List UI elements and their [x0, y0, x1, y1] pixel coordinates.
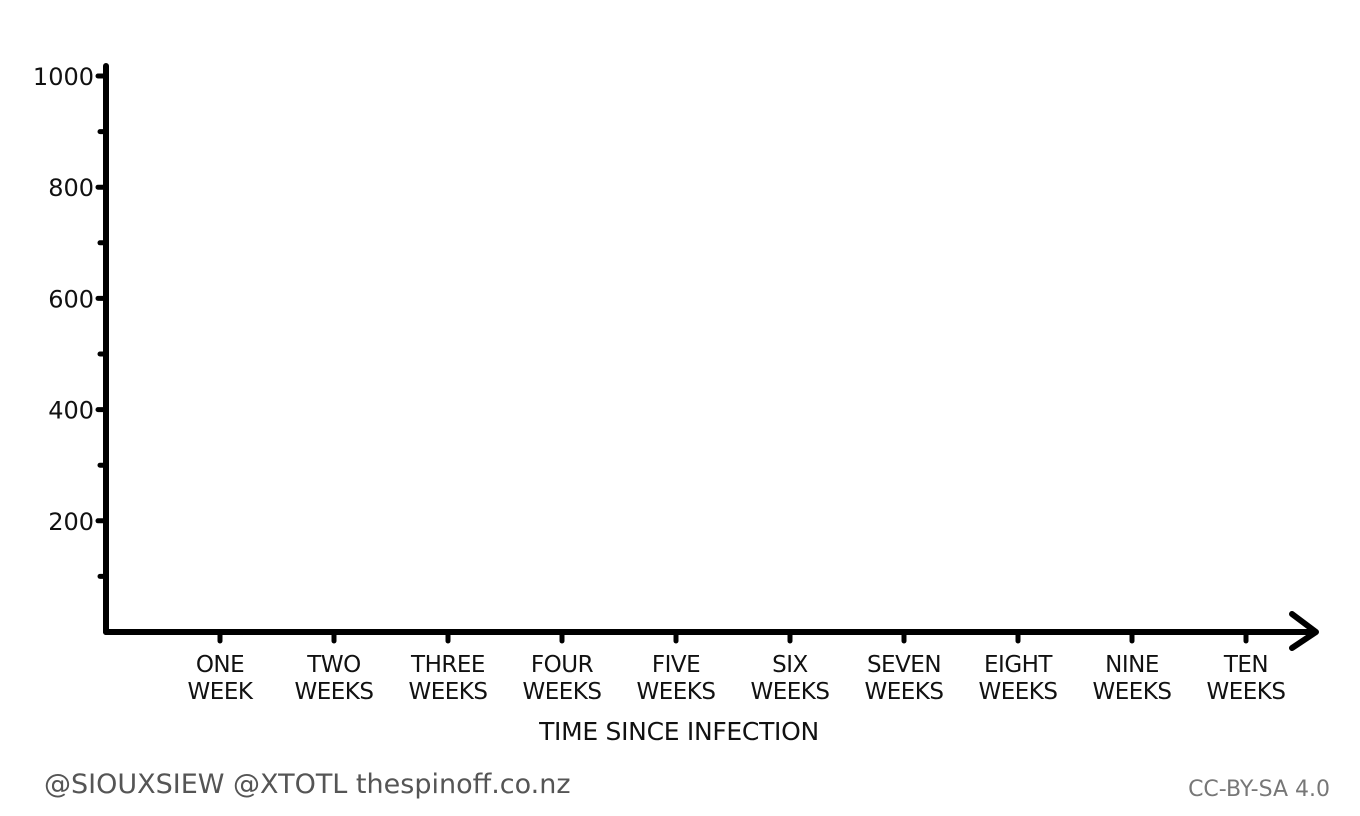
x-tick-label: FOUR WEEKS — [523, 652, 602, 705]
x-tick-label-line: WEEKS — [751, 679, 830, 705]
footer-license: CC-BY-SA 4.0 — [1188, 777, 1330, 802]
x-tick-label-line: WEEK — [188, 679, 254, 705]
x-tick-label-line: WEEKS — [865, 679, 944, 705]
x-tick-label-line: THREE — [410, 652, 485, 678]
x-tick-label-line: WEEKS — [979, 679, 1058, 705]
x-tick-label: NINE WEEKS — [1093, 652, 1172, 705]
x-tick-label-line: SIX — [772, 652, 808, 678]
y-tick-label: 200 — [48, 508, 94, 536]
x-tick-label-line: ONE — [196, 652, 244, 678]
x-tick-label-line: WEEKS — [1093, 679, 1172, 705]
x-tick-label: TEN WEEKS — [1207, 652, 1286, 705]
x-tick-label: ONE WEEK — [188, 652, 254, 705]
x-tick-label-line: EIGHT — [984, 652, 1053, 678]
x-tick-label-line: TEN — [1223, 652, 1268, 678]
axes — [103, 63, 1319, 651]
x-tick-label-line: WEEKS — [295, 679, 374, 705]
y-tick-label: 1000 — [33, 63, 94, 91]
x-tick-label: THREE WEEKS — [409, 652, 488, 705]
x-tick-label: TWO WEEKS — [295, 652, 374, 705]
x-tick-label: EIGHT WEEKS — [979, 652, 1058, 705]
x-tick-label-line: TWO — [306, 652, 360, 678]
x-tick-label-line: WEEKS — [409, 679, 488, 705]
x-tick-label: SIX WEEKS — [751, 652, 830, 705]
y-tick-label: 400 — [48, 397, 94, 425]
footer-credit: @SIOUXSIEW @XTOTL thespinoff.co.nz — [44, 769, 571, 800]
x-axis-label: TIME SINCE INFECTION — [538, 717, 819, 746]
x-tick-label-line: SEVEN — [867, 652, 941, 678]
x-tick-label: FIVE WEEKS — [637, 652, 716, 705]
x-tick-label-line: NINE — [1105, 652, 1159, 678]
x-tick-label-line: WEEKS — [523, 679, 602, 705]
y-tick-label: 800 — [48, 174, 94, 202]
x-tick-label-line: FOUR — [531, 652, 594, 678]
x-tick-label-line: WEEKS — [1207, 679, 1286, 705]
x-tick-label-line: FIVE — [652, 652, 700, 678]
x-tick-label: SEVEN WEEKS — [865, 652, 944, 705]
x-tick-label-line: WEEKS — [637, 679, 716, 705]
y-ticks: 200 400 600 800 1000 — [33, 63, 109, 579]
y-tick-label: 600 — [48, 285, 94, 313]
x-axis-arrowhead — [1289, 611, 1319, 651]
